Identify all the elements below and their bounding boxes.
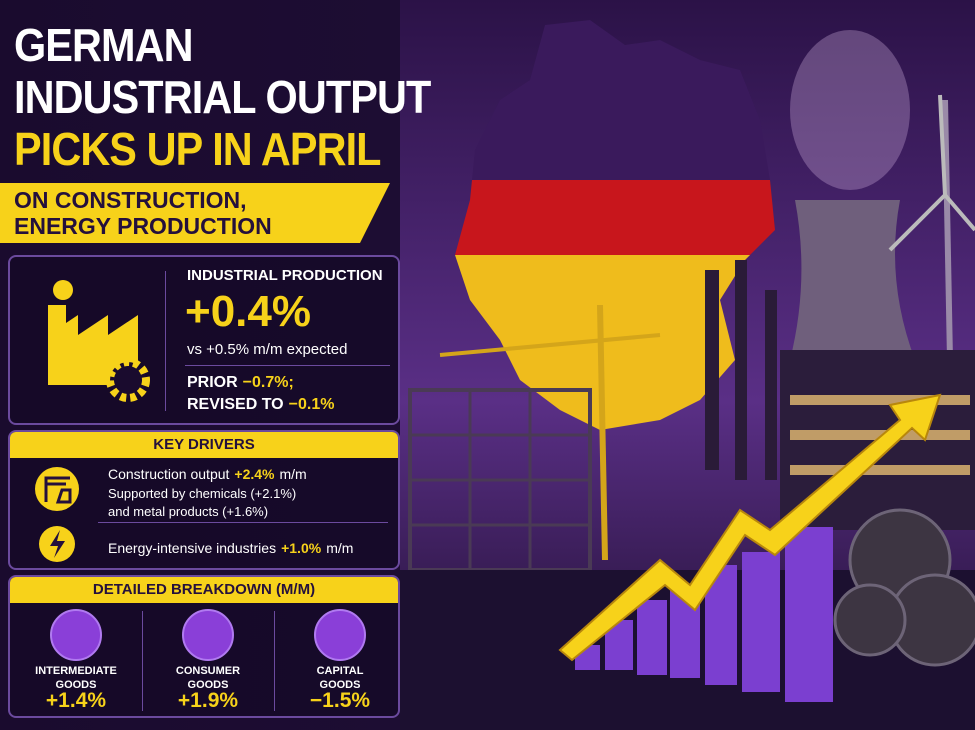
breakdown-card: DETAILED BREAKDOWN (M/M) INTERMEDIATE GOO…: [8, 575, 400, 718]
driver-unit: m/m: [326, 540, 354, 556]
breakdown-label: GOODS: [187, 679, 229, 691]
subtitle: ON CONSTRUCTION, ENERGY PRODUCTION: [14, 187, 272, 239]
driver-text: Energy-intensive industries: [108, 540, 277, 556]
factory-icon: [48, 280, 150, 402]
driver: Energy-intensive industries +1.0% m/m: [108, 540, 353, 556]
key-drivers-card: KEY DRIVERS Construction output +2.4% m/m …: [8, 430, 400, 570]
breakdown-title: DETAILED BREAKDOWN (M/M): [10, 577, 398, 603]
breakdown-icon: [182, 609, 234, 661]
breakdown-label: GOODS: [319, 679, 361, 691]
breakdown-value: +1.4%: [45, 689, 107, 712]
key-drivers-title: KEY DRIVERS: [10, 432, 398, 458]
cooling-tower: [790, 200, 915, 360]
breakdown-label: GOODS: [55, 679, 97, 691]
headline-card: INDUSTRIAL PRODUCTION +0.4% vs +0.5% m/m…: [8, 255, 400, 425]
prior-label: PRIOR: [187, 374, 238, 391]
breakdown-value: −1.5%: [309, 689, 371, 712]
title-line: PICKS UP IN APRIL: [14, 123, 381, 175]
subtitle-line: ENERGY PRODUCTION: [14, 213, 272, 239]
revised-label: REVISED TO: [187, 396, 284, 413]
title-line: GERMAN: [14, 19, 194, 71]
revised: REVISED TO −0.1%: [187, 396, 334, 414]
headline-value: +0.4%: [185, 287, 311, 336]
breakdown-label: CONSUMER: [175, 665, 241, 677]
revised-value: −0.1%: [288, 396, 335, 413]
driver-detail: Supported by chemicals (+2.1%): [108, 486, 297, 501]
decorative-bars: [575, 527, 833, 702]
prior: PRIOR −0.7%;: [187, 374, 294, 392]
breakdown-label: INTERMEDIATE: [35, 665, 117, 677]
driver-value: +1.0%: [281, 540, 322, 556]
breakdown-label: CAPITAL: [316, 665, 364, 677]
driver-value: +2.4%: [234, 466, 275, 482]
title-line: INDUSTRIAL OUTPUT: [14, 71, 431, 123]
up-arrow: [558, 393, 942, 662]
prior-value: −0.7%;: [242, 374, 294, 391]
subtitle-line: ON CONSTRUCTION,: [14, 187, 247, 213]
breakdown-value: +1.9%: [177, 689, 239, 712]
driver-text: Construction output: [108, 466, 230, 482]
breakdown-icon: [50, 609, 102, 661]
headline-label: INDUSTRIAL PRODUCTION: [187, 267, 383, 284]
headline-expected: vs +0.5% m/m expected: [187, 341, 348, 358]
driver-icons: [35, 467, 79, 562]
driver: Construction output +2.4% m/m: [108, 466, 307, 482]
driver-detail: and metal products (+1.6%): [108, 504, 269, 519]
driver-unit: m/m: [279, 466, 307, 482]
subtitle-banner: [0, 183, 390, 243]
breakdown-icon: [314, 609, 366, 661]
